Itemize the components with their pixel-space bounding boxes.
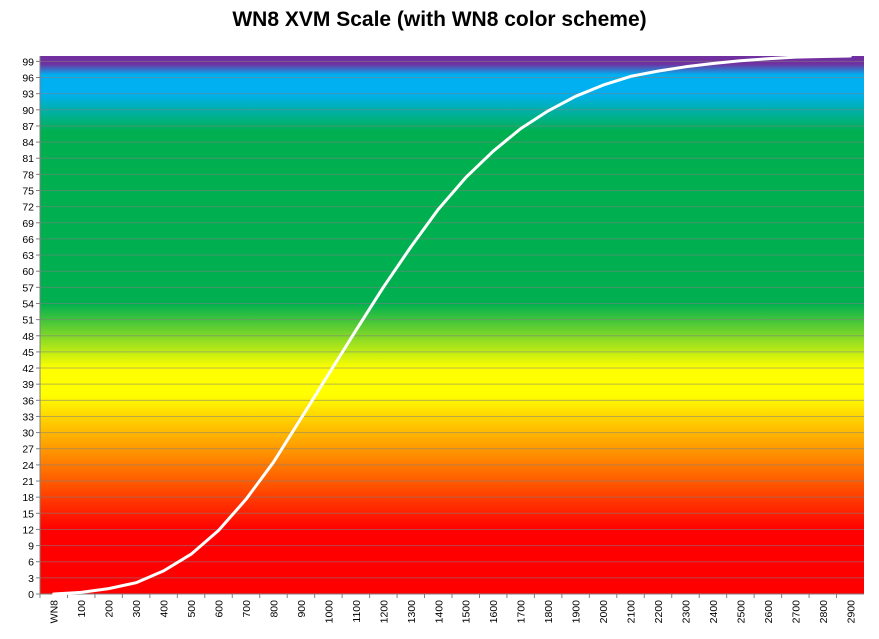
y-tick-label: 51 [22,315,34,327]
x-tick-label: 100 [76,600,88,618]
x-tick-label: 2300 [680,600,692,624]
y-tick-label: 30 [22,428,34,440]
x-tick-label: 2200 [653,600,665,624]
y-tick-label: 21 [22,476,34,488]
y-tick-label: 18 [22,492,34,504]
x-tick-label: 2100 [626,600,638,624]
x-tick-label: 1400 [433,600,445,624]
x-tick-label: 1300 [406,600,418,624]
x-tick-label: 2500 [735,600,747,624]
y-tick-label: 12 [22,524,34,536]
y-tick-label: 42 [22,363,34,375]
x-tick-label: 1600 [488,600,500,624]
y-tick-label: 69 [22,218,34,230]
chart-title: WN8 XVM Scale (with WN8 color scheme) [232,8,647,31]
y-tick-label: 84 [22,137,34,149]
x-tick-label: 1800 [543,600,555,624]
x-tick-label: 1700 [516,600,528,624]
x-tick-label: WN8 [49,600,61,623]
y-tick-label: 72 [22,202,34,214]
y-tick-label: 87 [22,121,34,133]
y-tick-label: 27 [22,444,34,456]
x-tick-label: 1200 [378,600,390,624]
plot-area-background [40,56,864,594]
x-tick-label: 800 [268,600,280,618]
y-tick-label: 36 [22,395,34,407]
y-tick-label: 39 [22,379,34,391]
series-line-wn8 [52,54,852,596]
x-tick-label: 700 [241,600,253,618]
x-tick-label: 500 [186,600,198,618]
x-tick-label: 900 [296,600,308,618]
y-tick-label: 48 [22,331,34,343]
x-tick-label: 2700 [790,600,802,624]
x-tick-label: 400 [159,600,171,618]
x-tick-label: 2900 [845,600,857,624]
y-tick-label: 78 [22,169,34,181]
x-tick-label: 2400 [708,600,720,624]
x-axis-ticks: WN8 100 200 300 400 500 600 700 800 900 1000 1100 12… [39,594,857,624]
y-tick-label: 96 [22,73,34,85]
x-tick-label: 1000 [323,600,335,624]
x-tick-label: 2000 [598,600,610,624]
x-tick-label: 1100 [351,600,363,623]
x-tick-label: 2800 [818,600,830,624]
y-tick-label: 63 [22,250,34,262]
y-tick-label: 24 [22,460,34,472]
x-tick-label: 300 [131,600,143,618]
y-tick-label: 90 [22,105,34,117]
y-tick-label: 15 [22,508,34,520]
y-axis-ticks: 0369121518212427303336394245485154576063… [22,56,40,601]
x-tick-label: 600 [214,600,226,618]
y-tick-label: 3 [28,573,34,585]
x-tick-label: 1500 [461,600,473,624]
y-tick-label: 66 [22,234,34,246]
y-tick-label: 33 [22,411,34,423]
y-tick-label: 75 [22,186,34,198]
y-tick-label: 57 [22,282,34,294]
y-tick-label: 54 [22,298,34,310]
x-tick-label: 200 [104,600,116,618]
y-tick-label: 81 [22,153,34,165]
y-tick-label: 0 [28,589,34,601]
y-tick-label: 99 [22,56,34,68]
y-tick-label: 6 [28,557,34,569]
y-tick-label: 45 [22,347,34,359]
y-tick-label: 60 [22,266,34,278]
y-tick-label: 9 [28,541,34,553]
y-tick-label: 93 [22,89,34,101]
x-tick-label: 2600 [763,600,775,624]
x-tick-label: 1900 [571,600,583,624]
